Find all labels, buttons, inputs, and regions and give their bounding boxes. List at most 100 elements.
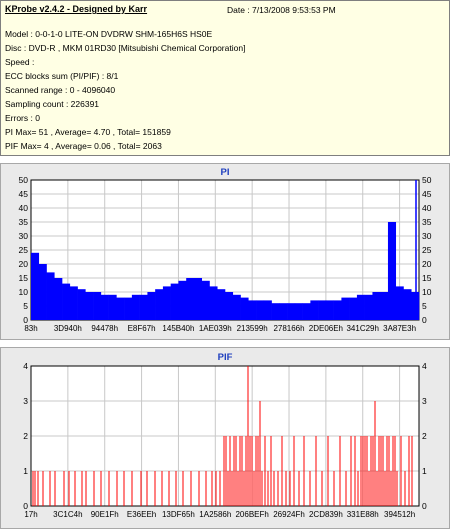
pi-bar xyxy=(209,286,218,320)
pi-chart-panel: PI 0 0 5 5 10 10 15 15 20 20 25 25 30 30 35 35 40 40 45 45 50… xyxy=(0,163,450,340)
pi-bar xyxy=(310,300,319,320)
info-pif-summary: PIF Max= 4 , Average= 0.06 , Total= 2063 xyxy=(5,141,162,151)
pi-bar xyxy=(147,292,156,320)
pi-bar xyxy=(100,294,109,320)
pi-bar xyxy=(318,300,327,320)
pi-bar xyxy=(69,286,78,320)
pi-bar xyxy=(349,297,358,320)
pi-y-tick-right: 15 xyxy=(422,273,432,283)
pi-x-tick-label: 3D940h xyxy=(54,324,82,333)
pi-y-tick-right: 50 xyxy=(422,175,432,185)
scan-date: Date : 7/13/2008 9:53:53 PM xyxy=(227,5,336,15)
pi-bar xyxy=(333,300,342,320)
pi-bar xyxy=(201,280,210,320)
pi-y-tick-right: 20 xyxy=(422,259,432,269)
info-model: Model : 0-0-1-0 LITE-ON DVDRW SHM-165H6S… xyxy=(5,29,213,39)
pi-y-tick-left: 50 xyxy=(19,175,29,185)
pi-x-tick-label: 278166h xyxy=(273,324,304,333)
pi-y-tick-left: 35 xyxy=(19,217,29,227)
pi-bar xyxy=(186,278,195,320)
pi-x-tick-label: 3A87E3h xyxy=(383,324,416,333)
info-errors: Errors : 0 xyxy=(5,113,40,123)
pi-chart-title: PI xyxy=(221,167,230,178)
pi-bar xyxy=(325,300,334,320)
pi-y-tick-right: 40 xyxy=(422,203,432,213)
info-panel: KProbe v2.4.2 - Designed by Karr Date : … xyxy=(0,0,450,156)
pi-bar xyxy=(124,297,133,320)
pi-bar xyxy=(62,283,71,320)
pif-x-tick-label: E36EEh xyxy=(127,510,156,519)
pi-bar xyxy=(46,272,55,320)
pif-x-tick-label: 206BEFh xyxy=(235,510,268,519)
pif-plot-border xyxy=(30,365,420,507)
info-ecc-blocks: ECC blocks sum (PI/PIF) : 8/1 xyxy=(5,71,119,81)
pi-x-tick-label: 94478h xyxy=(91,324,118,333)
pi-bar xyxy=(54,278,63,320)
app-title: KProbe v2.4.2 - Designed by Karr xyxy=(5,4,148,14)
pif-chart-title: PIF xyxy=(218,352,233,363)
pi-bar xyxy=(240,297,249,320)
pi-bar xyxy=(380,292,389,320)
pi-y-tick-right: 5 xyxy=(422,301,427,311)
pi-bar xyxy=(341,297,350,320)
pif-x-tick-label: 13DF65h xyxy=(162,510,195,519)
pi-bar xyxy=(170,283,179,320)
pi-bar xyxy=(248,300,257,320)
pi-bar xyxy=(364,294,373,320)
pi-x-tick-label: 213599h xyxy=(237,324,268,333)
pi-bar xyxy=(93,292,102,320)
pi-y-tick-left: 5 xyxy=(23,301,28,311)
pi-y-tick-left: 45 xyxy=(19,189,29,199)
pif-y-tick-left: 0 xyxy=(23,501,28,511)
pif-y-tick-right: 1 xyxy=(422,466,427,476)
pi-bar xyxy=(178,280,187,320)
pi-x-tick-label: 2DE06Eh xyxy=(309,324,343,333)
pi-y-tick-right: 25 xyxy=(422,245,432,255)
pif-y-tick-right: 2 xyxy=(422,431,427,441)
pi-y-tick-left: 20 xyxy=(19,259,29,269)
pi-x-tick-label: 341C29h xyxy=(346,324,378,333)
pif-x-tick-label: 26924Fh xyxy=(273,510,305,519)
pi-bar xyxy=(31,252,40,320)
pif-chart-panel: PIF 0 0 1 1 2 2 3 3 4 4 17h 3C1C4h 90E1Fh E36EEh 13DF65… xyxy=(0,347,450,529)
pi-bar xyxy=(131,294,140,320)
pif-y-tick-right: 3 xyxy=(422,396,427,406)
pi-y-tick-right: 0 xyxy=(422,315,427,325)
pi-y-tick-right: 35 xyxy=(422,217,432,227)
pif-y-tick-left: 3 xyxy=(23,396,28,406)
pi-bar xyxy=(271,303,280,320)
pi-bar xyxy=(38,264,47,320)
pi-bar xyxy=(287,303,296,320)
pi-bar xyxy=(256,300,265,320)
pif-x-tick-label: 90E1Fh xyxy=(91,510,119,519)
pi-x-tick-label: 1AE039h xyxy=(199,324,232,333)
pif-y-tick-left: 1 xyxy=(23,466,28,476)
pi-bar xyxy=(263,300,272,320)
pi-y-tick-left: 0 xyxy=(23,315,28,325)
pi-y-tick-right: 45 xyxy=(422,189,432,199)
pi-y-tick-right: 10 xyxy=(422,287,432,297)
info-pi-summary: PI Max= 51 , Average= 4.70 , Total= 1518… xyxy=(5,127,171,137)
pi-chart: PI 0 0 5 5 10 10 15 15 20 20 25 25 30 30 35 35 40 40 45 45 50… xyxy=(19,167,432,333)
pi-y-tick-left: 10 xyxy=(19,287,29,297)
pi-bar xyxy=(162,286,171,320)
pi-bar xyxy=(395,286,404,320)
info-speed: Speed : xyxy=(5,57,35,67)
pi-y-tick-left: 25 xyxy=(19,245,29,255)
pif-y-tick-left: 2 xyxy=(23,431,28,441)
info-sampling-count: Sampling count : 226391 xyxy=(5,99,100,109)
pi-x-tick-label: 145B40h xyxy=(162,324,194,333)
pi-bar xyxy=(139,294,148,320)
pi-x-tick-label: E8F67h xyxy=(128,324,156,333)
pif-x-tick-label: 2CD839h xyxy=(309,510,343,519)
pi-bar xyxy=(294,303,303,320)
pi-bar xyxy=(193,278,203,320)
pi-bar xyxy=(155,289,164,320)
info-disc: Disc : DVD-R , MKM 01RD30 [Mitsubishi Ch… xyxy=(5,43,246,53)
pi-bar xyxy=(403,289,412,320)
pi-x-tick-label: 83h xyxy=(24,324,37,333)
pif-y-tick-right: 4 xyxy=(422,361,427,371)
pif-x-tick-label: 394512h xyxy=(384,510,415,519)
pi-y-tick-left: 40 xyxy=(19,203,29,213)
pi-y-tick-right: 30 xyxy=(422,231,432,241)
